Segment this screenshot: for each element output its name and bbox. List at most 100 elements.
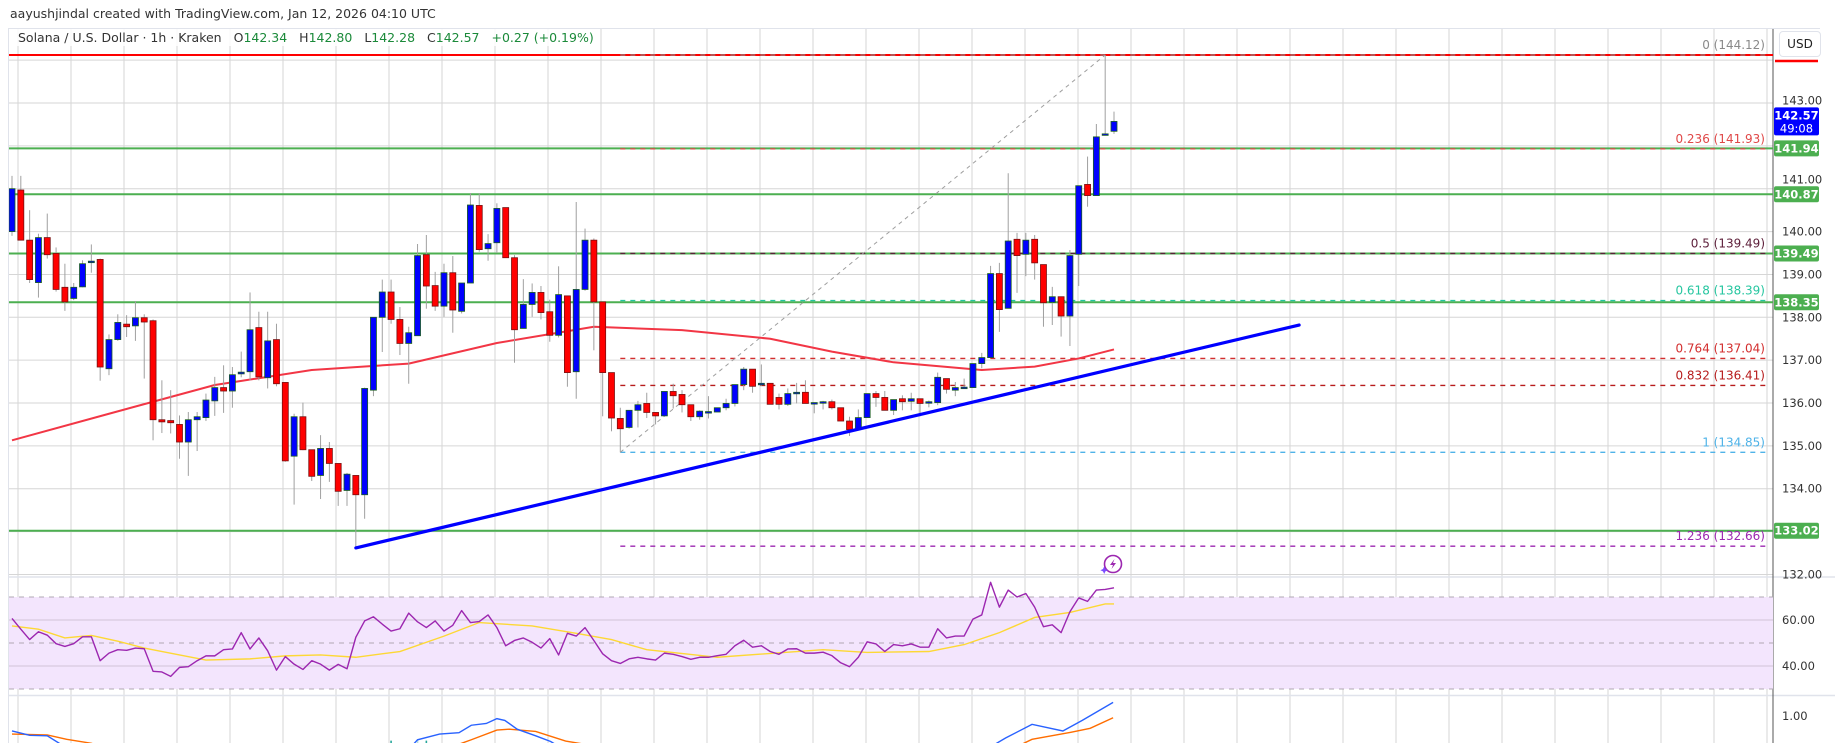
alert-icon[interactable] — [1100, 554, 1123, 575]
candle — [1048, 286, 1056, 326]
candle-body — [731, 384, 739, 404]
candle — [925, 400, 933, 408]
candle — [1040, 264, 1047, 327]
symbol-name[interactable]: Solana / U.S. Dollar · 1h · Kraken — [18, 30, 222, 45]
symbol-legend[interactable]: Solana / U.S. Dollar · 1h · Kraken O142.… — [16, 29, 596, 46]
candle — [819, 400, 827, 410]
candle-body — [43, 237, 51, 256]
candle-body — [405, 332, 413, 344]
candle-body — [572, 289, 580, 373]
candle-body — [35, 237, 42, 283]
candle-body — [652, 412, 659, 417]
candle — [616, 407, 624, 453]
candle — [722, 398, 730, 411]
macd-histogram-bar — [390, 740, 392, 743]
candle-body — [123, 323, 131, 328]
candle-body — [951, 387, 959, 391]
candle — [26, 210, 34, 284]
candle — [352, 475, 360, 549]
rsi-tick-label: 60.00 — [1782, 613, 1815, 627]
fib-level-label: 0.236 (141.93) — [1675, 132, 1765, 146]
fib-level-label: 0.764 (137.04) — [1675, 341, 1765, 355]
candle-body — [581, 239, 589, 290]
candle — [176, 415, 183, 459]
candle — [564, 295, 571, 387]
candle — [184, 412, 192, 476]
current-price-box — [1774, 107, 1819, 136]
price-tick-label: 136.00 — [1782, 396, 1822, 410]
currency-button[interactable]: USD — [1779, 31, 1821, 57]
candle-body — [273, 339, 280, 385]
candle — [440, 263, 448, 317]
price-tick-label: 135.00 — [1782, 439, 1822, 453]
candle — [749, 368, 756, 393]
candle-body — [564, 295, 571, 373]
macd-line — [11, 730, 61, 743]
support-trendline — [354, 323, 1301, 550]
candle-body — [537, 292, 545, 313]
candle-body — [678, 394, 686, 406]
candle-body — [26, 239, 34, 280]
candle-body — [9, 188, 16, 232]
candle — [467, 193, 474, 284]
macd-line — [995, 701, 1114, 743]
current-price-label: 142.57 — [1774, 108, 1818, 122]
candle — [299, 402, 307, 451]
candle-body — [237, 371, 245, 375]
candle-body — [784, 393, 792, 405]
candle-body — [440, 272, 448, 307]
candle — [405, 326, 413, 384]
candle — [1057, 296, 1065, 337]
candle-body — [343, 473, 351, 491]
candle — [731, 384, 739, 407]
candle-body — [1013, 238, 1021, 256]
level-price-box — [1774, 294, 1819, 311]
candle-body — [872, 393, 880, 398]
candle — [669, 383, 677, 409]
candle — [713, 407, 721, 413]
candle-body — [660, 391, 668, 417]
candle — [1075, 185, 1083, 287]
candle — [255, 311, 263, 381]
candle — [678, 390, 686, 413]
candle — [343, 472, 351, 506]
candle — [370, 316, 377, 397]
price-tick-label: 132.00 — [1782, 567, 1822, 581]
candle-body — [449, 272, 457, 311]
candle — [70, 283, 78, 301]
candle-body — [334, 463, 342, 492]
macd-signal-line — [11, 733, 93, 743]
candle-body — [978, 357, 986, 364]
high-value: 142.80 — [308, 30, 353, 45]
candle-body — [352, 475, 360, 496]
candle-body — [290, 416, 298, 457]
candle — [52, 247, 60, 292]
price-tick-label: 139.00 — [1782, 267, 1822, 281]
macd-histogram-bar — [425, 740, 428, 743]
candle — [458, 282, 466, 314]
candle — [784, 388, 792, 407]
fib-level-label: 0.618 (138.39) — [1675, 284, 1765, 298]
candle — [995, 262, 1003, 332]
candle-body — [546, 311, 554, 336]
candle-body — [881, 397, 889, 411]
candle — [96, 258, 104, 381]
candle-body — [590, 239, 598, 303]
price-axis[interactable]: 143.00 141.00 140.00 139.00 138.00 137.00 136.… — [1774, 59, 1822, 723]
candle-body — [705, 411, 712, 414]
candle-body — [863, 393, 871, 418]
candle-body — [846, 420, 853, 430]
candle-body — [899, 398, 906, 403]
candle-body — [987, 273, 994, 358]
candle — [114, 314, 122, 341]
candle — [943, 378, 950, 394]
candle — [581, 228, 589, 291]
candle — [987, 265, 994, 358]
candle — [1092, 124, 1100, 196]
candle-body — [1057, 296, 1065, 317]
candle-body — [511, 257, 518, 331]
candle — [1013, 232, 1021, 293]
candle-body — [687, 404, 695, 418]
candle-body — [317, 448, 324, 476]
